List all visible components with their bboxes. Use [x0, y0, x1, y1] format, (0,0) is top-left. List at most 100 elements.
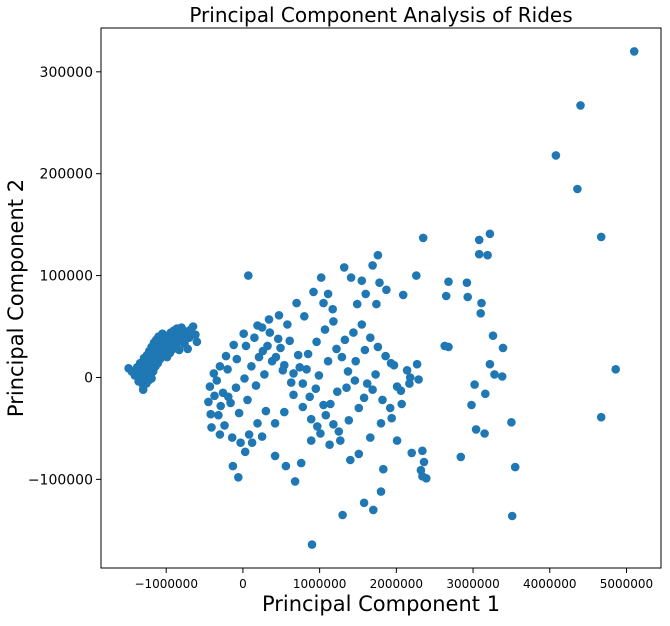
x-tick-label: 2000000 [370, 577, 423, 591]
data-point [342, 383, 351, 393]
data-point [316, 273, 326, 282]
data-point [456, 452, 466, 462]
data-point [419, 457, 429, 467]
data-point [251, 381, 261, 390]
data-point [212, 376, 222, 385]
data-point [174, 345, 184, 355]
data-point [397, 399, 407, 409]
data-point [232, 354, 242, 364]
data-point [183, 344, 192, 354]
data-point [352, 299, 362, 309]
data-point [295, 363, 305, 372]
data-point [296, 458, 306, 468]
data-point [191, 330, 200, 340]
x-tick-label: 4000000 [523, 577, 576, 591]
data-point [271, 352, 281, 362]
data-point [551, 151, 561, 160]
data-point [239, 329, 248, 339]
data-point [325, 440, 334, 450]
data-point [240, 374, 249, 383]
data-point [302, 365, 311, 374]
data-point [354, 403, 364, 413]
data-point [270, 451, 280, 461]
data-point [418, 446, 427, 456]
data-point [328, 304, 338, 314]
data-point [228, 461, 238, 471]
data-point [320, 325, 330, 334]
data-point [138, 385, 148, 395]
data-point [206, 409, 215, 419]
data-point [372, 299, 381, 309]
data-point [392, 436, 402, 445]
data-point [285, 336, 295, 346]
plot-frame [100, 27, 662, 569]
y-tick-label: 100000 [40, 269, 93, 285]
data-point [596, 412, 606, 422]
data-point [224, 392, 233, 402]
data-point [215, 430, 225, 439]
data-point [480, 429, 489, 438]
data-point [307, 540, 317, 549]
data-point [418, 233, 428, 243]
data-point [221, 351, 231, 361]
x-tick-label: 0 [239, 577, 247, 591]
x-tick-label: 3000000 [446, 577, 499, 591]
data-point [276, 343, 285, 353]
data-point [264, 315, 274, 324]
data-point [300, 312, 309, 321]
data-point [215, 362, 225, 371]
data-point [412, 271, 421, 280]
data-point [336, 436, 345, 445]
data-point [234, 408, 244, 418]
data-point [481, 389, 490, 399]
data-point [234, 473, 243, 482]
data-point [346, 273, 356, 282]
data-point [444, 277, 453, 287]
data-point [240, 447, 250, 457]
data-point [398, 290, 408, 300]
data-point [498, 343, 508, 353]
data-point [474, 249, 484, 259]
data-point [250, 333, 259, 343]
data-point [368, 385, 377, 395]
data-point [243, 395, 252, 405]
data-point [412, 359, 422, 369]
data-point [382, 285, 391, 295]
data-point [278, 366, 288, 375]
data-point [405, 373, 415, 382]
data-point [323, 289, 333, 299]
data-point [298, 402, 308, 412]
data-point [334, 427, 344, 436]
data-point [339, 263, 349, 272]
data-point [346, 455, 355, 465]
data-point [357, 320, 367, 329]
data-point [305, 392, 315, 402]
data-point [354, 449, 364, 459]
data-point [470, 380, 479, 389]
x-tick-label: 1000000 [293, 577, 346, 591]
data-point [244, 271, 253, 280]
data-point [332, 344, 341, 354]
data-point [205, 382, 215, 391]
data-point [188, 322, 198, 331]
data-point [462, 278, 472, 288]
y-tick-label: 300000 [40, 65, 93, 81]
data-point [309, 287, 318, 297]
data-point [290, 477, 300, 486]
data-point [441, 291, 451, 301]
data-point [209, 369, 219, 378]
data-point [366, 433, 375, 442]
data-point [490, 370, 499, 379]
data-point [343, 367, 353, 376]
data-point [387, 413, 397, 423]
data-point [261, 406, 271, 416]
data-point [349, 328, 358, 337]
data-point [231, 383, 241, 393]
data-point [216, 401, 225, 411]
data-point [192, 337, 202, 347]
data-point [474, 235, 484, 245]
data-point [329, 317, 338, 326]
data-point [379, 464, 388, 474]
data-point [253, 321, 262, 330]
data-point [485, 229, 495, 239]
